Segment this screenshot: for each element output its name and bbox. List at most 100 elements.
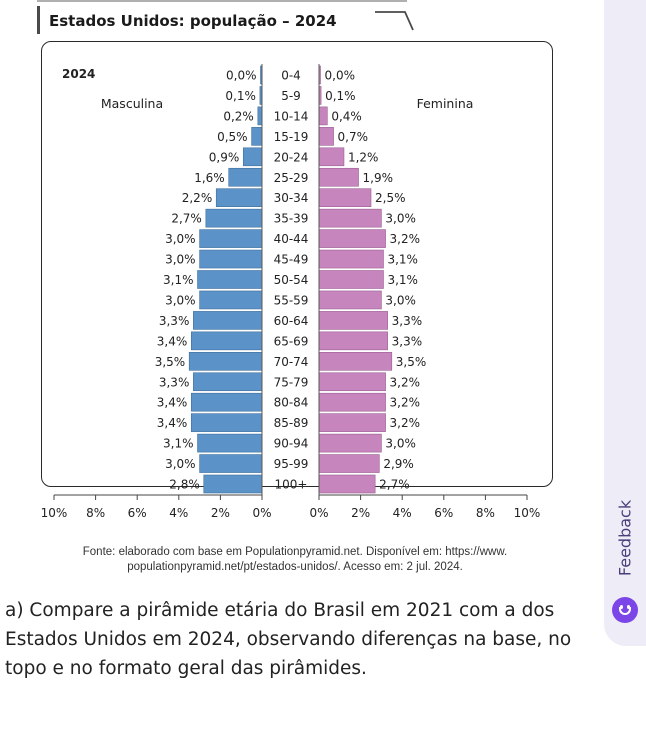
age-group-label: 45-49 (274, 253, 309, 267)
feedback-label: Feedback (615, 499, 635, 577)
source-note-line1: Fonte: elaborado com base em Populationp… (82, 546, 508, 558)
male-value-label: 3,1% (163, 273, 194, 287)
male-bar-60-64 (193, 311, 263, 330)
female-bar-10-14 (318, 106, 328, 126)
feedback-tab[interactable]: Feedback (604, 0, 646, 646)
male-bar-35-39 (205, 208, 263, 228)
female-value-label: 0,7% (338, 130, 369, 144)
female-value-label: 0,1% (325, 89, 356, 103)
male-value-label: 3,3% (159, 375, 190, 389)
age-group-label: 40-44 (274, 232, 309, 246)
male-value-label: 3,0% (165, 293, 196, 307)
male-bar-70-74 (188, 351, 263, 371)
female-value-label: 3,3% (392, 314, 423, 328)
male-bar-45-49 (199, 249, 263, 269)
female-series-label: Feminina (417, 96, 474, 111)
smiley-icon (612, 597, 638, 623)
age-group-label: 90-94 (274, 437, 309, 451)
title-bar: Estados Unidos: população – 2024 (37, 6, 417, 34)
age-group-label: 30-34 (274, 191, 309, 205)
figure-card: Estados Unidos: população – 2024 (37, 0, 553, 590)
male-value-label: 3,0% (165, 232, 196, 246)
age-group-label: 20-24 (274, 150, 309, 164)
male-value-label: 1,6% (194, 171, 225, 185)
male-value-label: 0,0% (226, 69, 257, 83)
age-group-label: 25-29 (274, 171, 309, 185)
male-value-label: 2,2% (182, 191, 213, 205)
female-value-label: 3,3% (392, 334, 423, 348)
source-note: Fonte: elaborado com base em Populationp… (37, 545, 553, 575)
female-value-label: 3,1% (387, 273, 418, 287)
x-tick-label-left: 10% (41, 506, 68, 520)
x-tick-label-right: 10% (514, 506, 541, 520)
female-bar-95-99 (318, 454, 380, 473)
female-value-label: 3,2% (390, 416, 421, 430)
x-tick-label-right: 0% (309, 506, 328, 520)
male-bar-100+ (203, 474, 263, 494)
male-bar-80-84 (190, 392, 263, 412)
female-value-label: 2,5% (375, 191, 406, 205)
male-bar-55-59 (199, 290, 263, 310)
male-value-label: 3,4% (157, 334, 188, 348)
male-bar-95-99 (199, 454, 263, 473)
female-bar-20-24 (318, 147, 345, 167)
male-value-label: 3,1% (163, 437, 194, 451)
female-value-label: 3,2% (390, 396, 421, 410)
female-value-label: 2,7% (379, 478, 410, 492)
female-bar-35-39 (318, 208, 382, 228)
male-bar-30-34 (215, 188, 263, 207)
male-value-label: 3,5% (155, 355, 186, 369)
x-tick-label-right: 4% (393, 506, 412, 520)
female-value-label: 1,9% (363, 171, 394, 185)
female-bar-15-19 (318, 127, 334, 146)
male-bar-15-19 (251, 127, 263, 146)
female-bar-80-84 (318, 392, 386, 412)
age-group-label: 60-64 (274, 314, 309, 328)
male-bar-85-89 (190, 413, 263, 432)
male-value-label: 0,2% (223, 109, 254, 123)
male-bar-20-24 (242, 147, 263, 167)
male-value-label: 0,9% (209, 150, 240, 164)
male-series-label: Masculina (101, 96, 163, 111)
female-value-label: 0,4% (331, 109, 362, 123)
age-group-label: 10-14 (274, 109, 309, 123)
question-text: a) Compare a pirâmide etária do Brasil e… (5, 600, 572, 679)
x-tick-label-left: 8% (86, 506, 105, 520)
female-value-label: 3,0% (385, 437, 416, 451)
female-bar-45-49 (318, 249, 384, 269)
age-group-label: 55-59 (274, 293, 309, 307)
male-value-label: 3,3% (159, 314, 190, 328)
male-bar-75-79 (193, 372, 263, 392)
female-bar-70-74 (318, 351, 393, 371)
age-group-label: 50-54 (274, 273, 309, 287)
female-bar-50-54 (318, 270, 384, 289)
female-value-label: 3,2% (390, 232, 421, 246)
x-tick-label-left: 2% (211, 506, 230, 520)
male-value-label: 2,7% (171, 212, 202, 226)
x-tick-label-right: 2% (351, 506, 370, 520)
chart-title: Estados Unidos: população – 2024 (49, 12, 337, 30)
female-value-label: 3,0% (385, 293, 416, 307)
female-bar-30-34 (318, 188, 372, 207)
female-bar-25-29 (318, 167, 359, 187)
male-bar-65-69 (190, 331, 263, 351)
source-note-line2: populationpyramid.net/pt/estados-unidos/… (127, 561, 463, 573)
male-bar-40-44 (199, 229, 263, 248)
male-bar-25-29 (228, 167, 263, 187)
female-value-label: 3,0% (385, 212, 416, 226)
female-bar-65-69 (318, 331, 388, 351)
female-bar-40-44 (318, 229, 386, 248)
female-value-label: 2,9% (383, 457, 414, 471)
female-value-label: 0,0% (325, 69, 356, 83)
male-value-label: 3,4% (157, 416, 188, 430)
year-label: 2024 (62, 67, 95, 81)
female-bar-55-59 (318, 290, 382, 310)
male-bar-10-14 (257, 106, 263, 126)
title-corner-decoration (375, 11, 414, 31)
male-value-label: 3,0% (165, 253, 196, 267)
age-group-label: 5-9 (281, 89, 301, 103)
male-value-label: 3,0% (165, 457, 196, 471)
top-divider (37, 0, 407, 2)
x-tick-label-left: 4% (169, 506, 188, 520)
age-group-label: 15-19 (274, 130, 309, 144)
